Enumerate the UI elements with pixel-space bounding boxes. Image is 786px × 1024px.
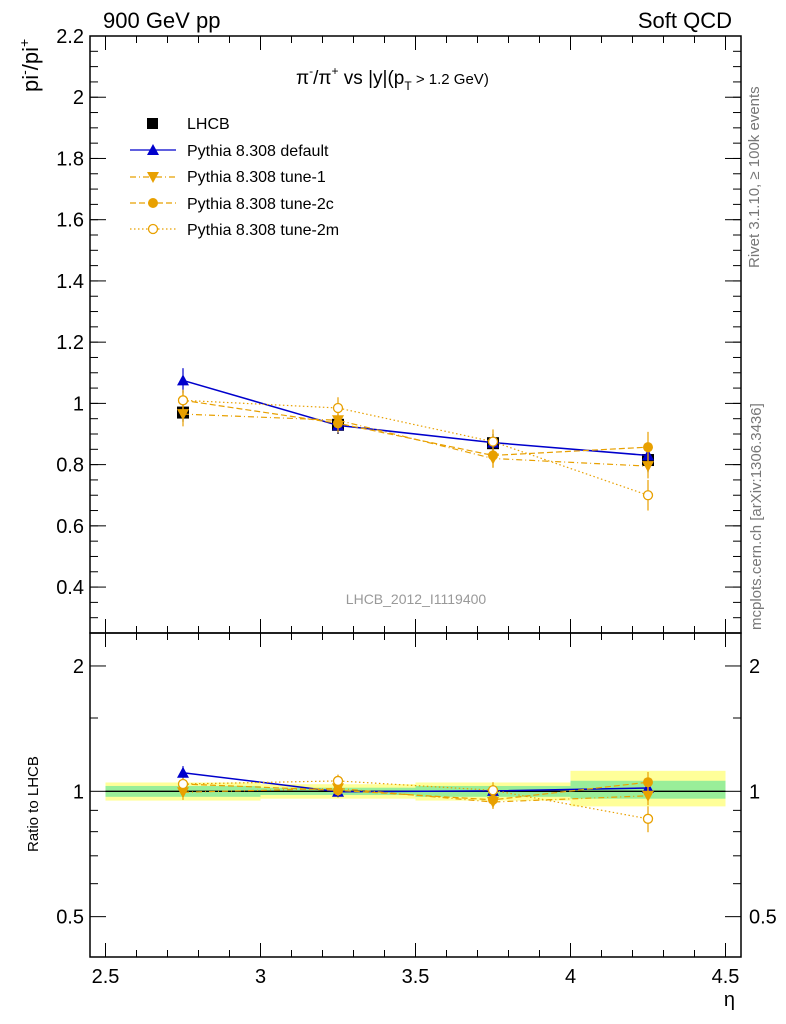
y-tick-label: 0.4	[56, 577, 84, 599]
y-tick-label: 1	[73, 393, 84, 415]
y-axis-label-a: pi	[18, 75, 43, 92]
title-main: π	[296, 68, 309, 89]
y-tick-label: 1.2	[56, 332, 84, 354]
y-axis-label-sup2: +	[16, 39, 32, 47]
ratio-point-tune2c	[488, 794, 498, 805]
svg-text:pi-/pi+: pi-/pi+	[16, 39, 43, 92]
x-tick-label: 4	[565, 966, 576, 988]
ratio-tick-label: 1	[73, 781, 84, 803]
x-tick-label: 4.5	[712, 966, 740, 988]
ratio-point-tune2m	[332, 775, 344, 787]
point-tune2m	[177, 395, 189, 406]
data-series	[177, 368, 654, 833]
legend-marker-default	[147, 144, 159, 155]
legend-marker-tune2c	[148, 198, 158, 208]
chart-title: π-/π+ vs |y|(pT > 1.2 GeV)	[296, 64, 489, 93]
legend-label-tune2c: Pythia 8.308 tune-2c	[187, 196, 334, 213]
y-tick-label: 0.6	[56, 516, 84, 538]
x-tick-label: 3	[255, 966, 266, 988]
title-sup2: +	[332, 64, 339, 78]
legend-label-default: Pythia 8.308 default	[187, 143, 329, 160]
header-left: 900 GeV pp	[103, 8, 221, 33]
y-axis-label: pi-/pi+	[16, 39, 43, 92]
header-right: Soft QCD	[637, 8, 732, 33]
point-tune2m	[487, 436, 499, 447]
title-sup1: -	[309, 64, 313, 78]
y-tick-label: 1.8	[56, 148, 84, 170]
point-tune2m	[642, 490, 654, 501]
ratio-y-label-group: Ratio to LHCB	[25, 756, 42, 852]
point-tune2c	[488, 450, 498, 461]
y-tick-label: 2.2	[56, 26, 84, 48]
series-default	[177, 368, 654, 797]
ratio-y-label: Ratio to LHCB	[25, 756, 42, 852]
title-rest: vs |y|(p	[339, 68, 405, 89]
ratio-point-tune2c	[643, 777, 653, 788]
series-line-tune2m	[182, 399, 649, 496]
title-tail: > 1.2 GeV)	[412, 71, 489, 88]
legend-label-tune1: Pythia 8.308 tune-1	[187, 169, 326, 186]
point-tune2c	[333, 418, 343, 429]
ratio-point-tune2m	[487, 785, 499, 796]
ratio-line-tune2c	[182, 781, 649, 801]
ratio-tick-label-right: 0.5	[749, 907, 777, 929]
title-mid: /π	[313, 68, 331, 89]
x-tick-label: 3.5	[402, 966, 430, 988]
ratio-tick-label-right: 1	[749, 781, 760, 803]
ratio-point-tune2m	[177, 778, 189, 790]
ratio-line-tune2m	[182, 780, 649, 820]
point-default	[177, 374, 189, 386]
axis-ticks: 2.5 3 3.5 4 4.5 0.4 0.6 0.8 1 1.2 1.4 1.6 1.8 2 2.2 0.5…	[56, 26, 777, 988]
y-axis-label-sup1: -	[16, 70, 32, 75]
y-tick-label: 1.6	[56, 210, 84, 232]
legend-marker-tune1	[147, 172, 159, 183]
legend-marker-lhcb	[147, 118, 158, 129]
ratio-point-tune2m	[642, 813, 654, 824]
point-tune1	[177, 409, 189, 421]
title-sub: T	[404, 79, 412, 93]
point-tune1	[642, 461, 654, 473]
y-tick-label: 0.8	[56, 455, 84, 477]
y-axis-label-b: /pi	[18, 47, 43, 70]
series-line-tune1	[182, 413, 649, 467]
ratio-point-tune1	[642, 790, 654, 802]
ratio-line-default	[182, 771, 649, 793]
series-tune2m	[177, 391, 654, 833]
point-tune2c	[643, 442, 653, 453]
analysis-watermark: LHCB_2012_I1119400	[346, 591, 487, 607]
x-axis-label: η	[724, 989, 735, 1011]
ratio-tick-label-right: 2	[749, 656, 760, 678]
ratio-tick-label: 0.5	[56, 907, 84, 929]
legend-label-tune2m: Pythia 8.308 tune-2m	[187, 222, 339, 239]
legend: LHCB Pythia 8.308 default Pythia 8.308 t…	[130, 116, 339, 239]
y-tick-label: 1.4	[56, 271, 84, 293]
legend-label-lhcb: LHCB	[187, 116, 230, 133]
ratio-point-default	[177, 766, 189, 778]
ratio-point-tune1	[177, 787, 189, 799]
y-tick-label: 2	[73, 87, 84, 109]
x-tick-label: 2.5	[92, 966, 120, 988]
point-tune2m	[332, 402, 344, 414]
ratio-point-tune2c	[333, 785, 343, 796]
legend-marker-tune2m	[147, 223, 159, 235]
series-line-default	[182, 379, 649, 457]
series-line-tune2c	[182, 399, 649, 457]
ratio-tick-label: 2	[73, 656, 84, 678]
